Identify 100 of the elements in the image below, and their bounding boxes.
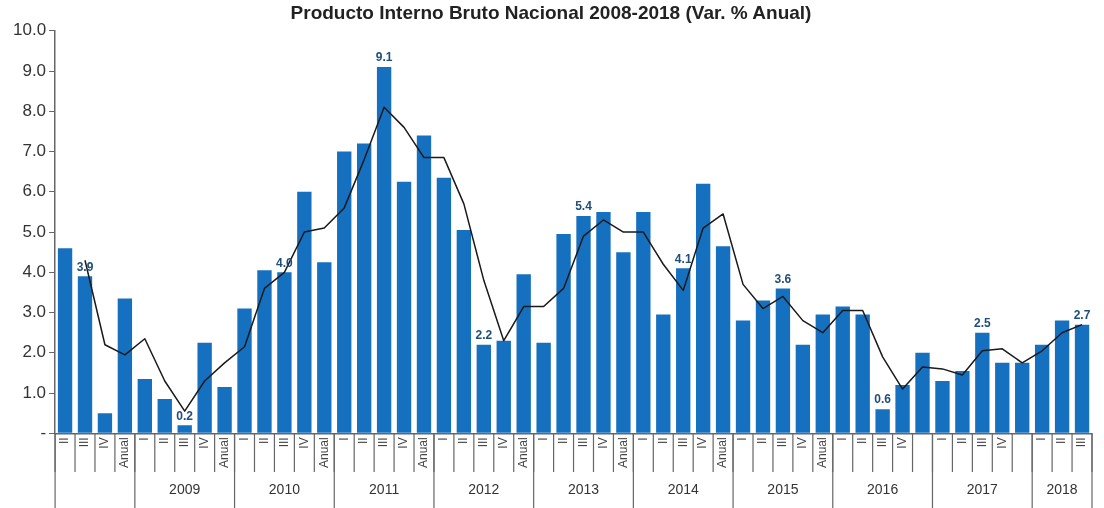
bar: [277, 272, 292, 433]
bar: [1074, 324, 1090, 433]
x-tick-label: IV: [396, 437, 411, 449]
x-tick-label: I: [236, 437, 251, 441]
x-tick-label: III: [77, 437, 92, 448]
bar: [955, 370, 970, 433]
bar: [356, 143, 372, 433]
data-label: 2.7: [1073, 307, 1091, 322]
y-tick-label: 10.0: [12, 20, 47, 40]
x-tick-label: Anual: [615, 437, 630, 469]
bar: [157, 399, 172, 433]
y-tick-label: 2.0: [22, 342, 47, 362]
bar: [835, 306, 850, 433]
x-tick-label: I: [835, 437, 850, 441]
bar: [476, 344, 491, 433]
text: 2013: [567, 480, 600, 497]
bar: [237, 308, 252, 433]
bar: [197, 342, 212, 433]
bar: [656, 314, 671, 433]
bar: [456, 230, 472, 433]
bar: [117, 298, 133, 433]
text: 2014: [667, 480, 699, 497]
bar: [795, 344, 811, 433]
x-tick-label: II: [157, 437, 172, 444]
x-tick-label: III: [675, 437, 690, 448]
bar: [855, 314, 870, 433]
bar: [337, 151, 352, 433]
bar: [755, 300, 771, 433]
data-label: 5.4: [575, 199, 593, 214]
text: 2016: [867, 480, 899, 497]
text: 2012: [468, 480, 500, 497]
x-tick-label: III: [775, 437, 790, 448]
bar: [875, 409, 890, 433]
bar: [676, 268, 691, 433]
x-tick-label: III: [874, 437, 889, 448]
x-tick-label: II: [356, 437, 371, 444]
data-label: 0.2: [176, 408, 194, 423]
x-tick-label: III: [476, 437, 491, 448]
bar: [1034, 344, 1050, 433]
x-tick-label: III: [276, 437, 291, 448]
x-tick-label: III: [376, 437, 391, 448]
bar: [436, 177, 452, 433]
text: 2017: [966, 480, 999, 497]
data-label: 3.6: [774, 271, 792, 286]
chart-title: Producto Interno Bruto Nacional 2008-2018 (Var. % Anual): [290, 1, 812, 23]
text: 2009: [169, 480, 201, 497]
x-tick-label: IV: [296, 437, 311, 449]
bar: [97, 413, 113, 433]
x-tick-label: IV: [695, 437, 710, 449]
text: 2018: [1046, 480, 1078, 497]
data-label: 9.1: [375, 50, 393, 65]
bar: [57, 248, 73, 433]
x-tick-label: II: [256, 437, 271, 444]
x-tick-label: I: [635, 437, 650, 441]
bar: [695, 183, 711, 433]
x-tick-label: Anual: [516, 437, 530, 469]
x-tick-label: IV: [196, 437, 211, 449]
x-tick-label: II: [954, 437, 969, 444]
y-tick-label: 8.0: [22, 100, 47, 120]
y-tick-label: 7.0: [22, 141, 47, 161]
x-tick-label: I: [735, 437, 750, 441]
bar: [715, 246, 731, 433]
x-tick-label: IV: [595, 437, 610, 449]
bar: [596, 211, 611, 433]
bar: [516, 274, 531, 433]
data-label: 0.6: [874, 392, 892, 407]
bar: [915, 352, 930, 433]
x-tick-label: III: [974, 437, 989, 448]
text: 2011: [369, 480, 400, 497]
x-tick-label: III: [1074, 437, 1089, 448]
bar: [297, 191, 312, 433]
bar: [536, 342, 551, 433]
bar: [177, 425, 192, 433]
x-tick-label: III: [177, 437, 192, 448]
bar: [217, 387, 232, 433]
y-tick-label: 9.0: [22, 60, 47, 80]
x-tick-label: IV: [795, 437, 810, 449]
x-tick-label: Anual: [416, 437, 431, 469]
bar: [616, 252, 631, 433]
x-tick-label: IV: [894, 437, 909, 449]
text: 2015: [767, 480, 799, 497]
x-tick-label: II: [456, 437, 471, 444]
x-tick-label: II: [1054, 437, 1069, 444]
bar: [556, 234, 571, 433]
data-label: 4.1: [674, 251, 692, 266]
x-tick-label: I: [436, 437, 451, 441]
y-tick-label: -: [40, 423, 47, 442]
x-tick-label: II: [655, 437, 670, 444]
x-tick-label: I: [1034, 437, 1049, 441]
x-tick-label: IV: [496, 437, 511, 449]
bar: [1015, 362, 1030, 433]
x-tick-label: IV: [994, 437, 1009, 449]
bar: [895, 385, 910, 433]
bar: [636, 211, 651, 433]
x-tick-label: II: [855, 437, 869, 444]
x-tick-label: Anual: [815, 437, 830, 469]
y-tick-label: 5.0: [22, 221, 47, 241]
x-tick-label: Anual: [715, 437, 730, 469]
x-tick-label: Anual: [316, 437, 331, 469]
y-tick-label: 4.0: [22, 261, 47, 281]
